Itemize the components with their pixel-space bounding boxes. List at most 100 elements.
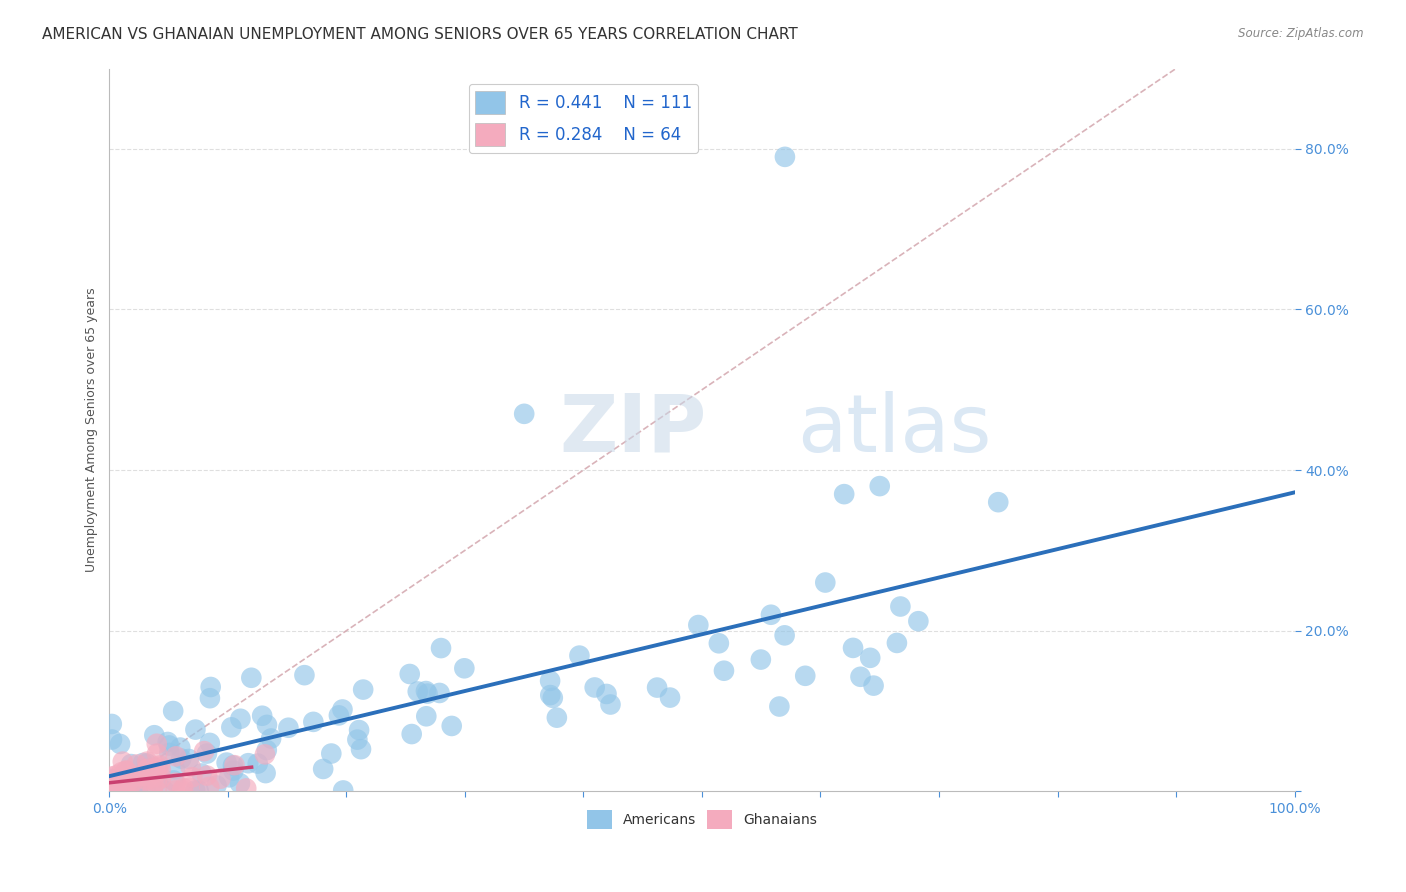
Point <box>146 762 169 776</box>
Point <box>538 673 561 688</box>
Point <box>794 669 817 683</box>
Point <box>101 717 124 731</box>
Point <box>172 781 194 796</box>
Point <box>162 773 184 788</box>
Point <box>110 781 132 796</box>
Text: Source: ZipAtlas.com: Source: ZipAtlas.com <box>1239 27 1364 40</box>
Point <box>101 783 124 797</box>
Point <box>111 777 134 791</box>
Point <box>146 774 169 789</box>
Point <box>170 751 193 765</box>
Point <box>195 747 218 761</box>
Point <box>146 747 169 761</box>
Point <box>294 668 316 682</box>
Point <box>105 768 128 782</box>
Point <box>401 727 423 741</box>
Point <box>749 652 772 666</box>
Point <box>406 684 429 698</box>
Point <box>513 407 536 421</box>
Point <box>139 772 162 786</box>
Point <box>118 780 141 795</box>
Text: ZIP: ZIP <box>560 391 707 469</box>
Point <box>215 756 238 770</box>
Point <box>350 742 373 756</box>
Point <box>886 636 908 650</box>
Point <box>599 698 621 712</box>
Point <box>398 667 420 681</box>
Point <box>595 687 617 701</box>
Point <box>688 618 710 632</box>
Point <box>415 684 437 698</box>
Point <box>122 774 145 789</box>
Point <box>115 783 138 797</box>
Point <box>187 783 209 797</box>
Point <box>205 779 228 793</box>
Point <box>190 766 212 780</box>
Point <box>127 783 149 797</box>
Point <box>110 765 132 780</box>
Point <box>110 783 132 797</box>
Point <box>101 783 124 797</box>
Point <box>146 760 169 774</box>
Point <box>121 783 143 797</box>
Point <box>546 711 568 725</box>
Point <box>347 723 370 737</box>
Point <box>115 766 138 780</box>
Point <box>105 772 128 786</box>
Point <box>229 712 252 726</box>
Y-axis label: Unemployment Among Seniors over 65 years: Unemployment Among Seniors over 65 years <box>86 287 98 572</box>
Point <box>134 783 156 797</box>
Point <box>145 783 167 797</box>
Text: atlas: atlas <box>797 391 991 469</box>
Point <box>198 780 221 794</box>
Point <box>862 679 884 693</box>
Point <box>250 708 273 723</box>
Point <box>346 732 368 747</box>
Point <box>103 783 125 797</box>
Point <box>184 723 207 737</box>
Point <box>240 671 263 685</box>
Point <box>198 736 221 750</box>
Point <box>198 691 221 706</box>
Point <box>149 762 172 776</box>
Point <box>429 686 451 700</box>
Point <box>440 719 463 733</box>
Point <box>111 755 134 769</box>
Point <box>136 755 159 769</box>
Point <box>127 769 149 783</box>
Point <box>254 766 277 780</box>
Point <box>260 731 283 746</box>
Point <box>849 670 872 684</box>
Point <box>132 756 155 770</box>
Point <box>157 746 180 760</box>
Point <box>221 720 243 734</box>
Point <box>103 773 125 788</box>
Point <box>195 769 218 783</box>
Point <box>101 783 124 797</box>
Point <box>453 661 475 675</box>
Point <box>114 764 136 778</box>
Point <box>165 749 187 764</box>
Point <box>101 769 124 783</box>
Point <box>907 614 929 628</box>
Point <box>814 575 837 590</box>
Point <box>583 681 606 695</box>
Point <box>170 783 193 797</box>
Point <box>222 764 245 778</box>
Legend: Americans, Ghanaians: Americans, Ghanaians <box>581 805 823 835</box>
Point <box>143 770 166 784</box>
Point <box>773 150 796 164</box>
Point <box>707 636 730 650</box>
Point <box>180 760 202 774</box>
Point <box>181 770 204 784</box>
Point <box>430 641 453 656</box>
Point <box>162 704 184 718</box>
Point <box>889 599 911 614</box>
Point <box>134 769 156 783</box>
Point <box>101 732 124 747</box>
Point <box>869 479 891 493</box>
Point <box>145 737 167 751</box>
Point <box>224 758 246 772</box>
Point <box>101 772 124 786</box>
Point <box>111 776 134 790</box>
